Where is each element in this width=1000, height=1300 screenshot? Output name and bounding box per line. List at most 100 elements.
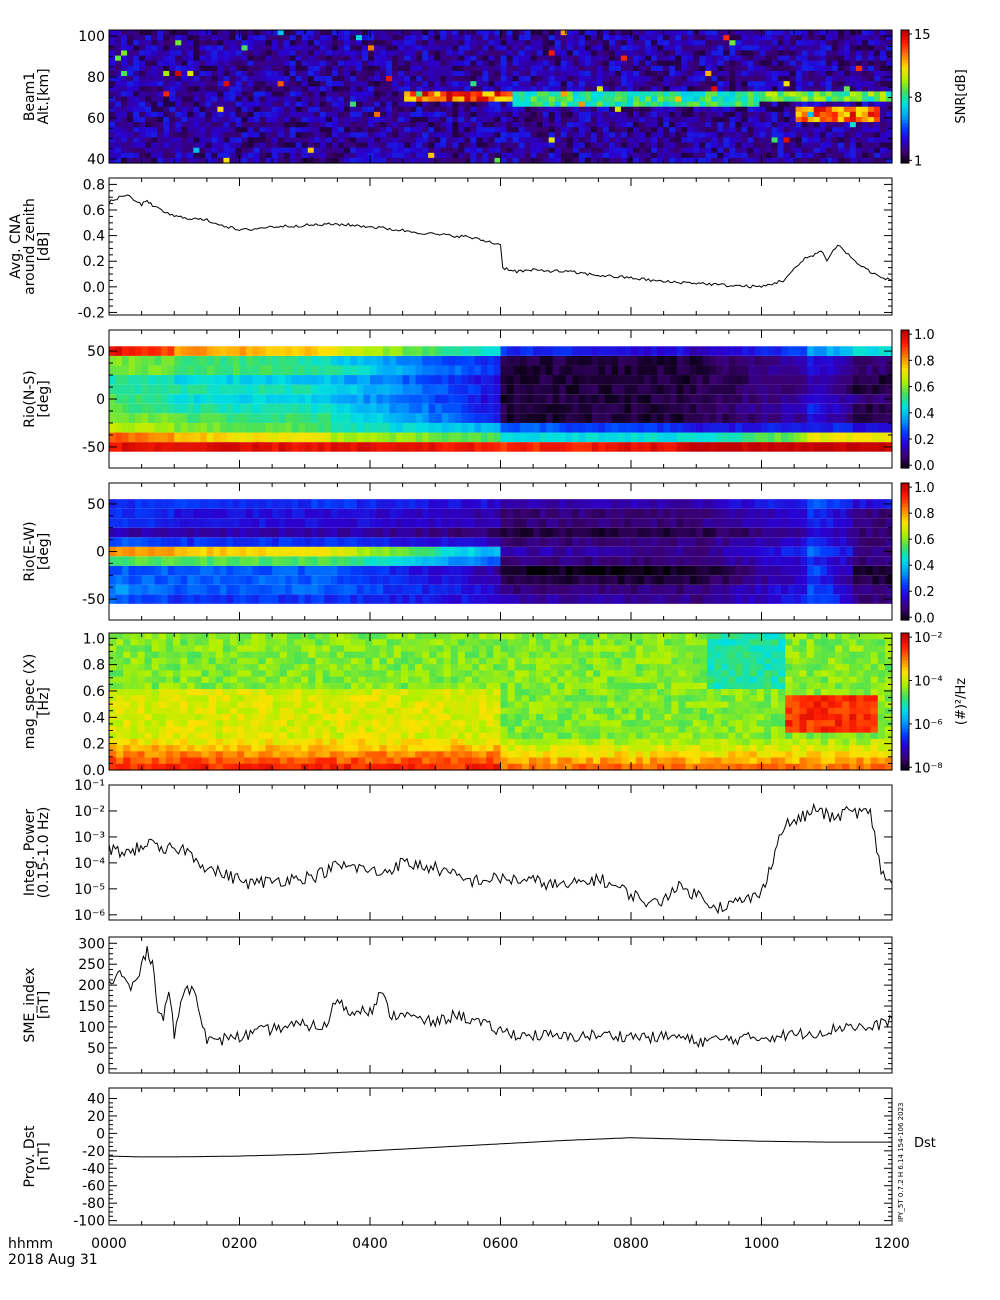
heatmap-cell [566,60,574,67]
heatmap-cell [289,96,297,103]
heatmap-cell [852,355,860,366]
heatmap-cell [494,91,502,98]
heatmap-cell [440,45,447,52]
heatmap-cell [604,432,612,443]
heatmap-cell [846,355,854,366]
heatmap-cell [807,101,815,108]
heatmap-cell [518,91,526,98]
heatmap-cell [141,432,149,443]
heatmap-cell [295,50,303,57]
heatmap-cell [139,147,146,154]
heatmap-cell [441,442,449,452]
heatmap-cell [380,157,387,164]
heatmap-cell [565,384,573,395]
heatmap-cell [559,403,567,414]
heatmap-cell [374,91,381,98]
heatmap-cell [416,60,423,67]
heatmap-cell [253,45,261,52]
heatmap-cell [410,157,417,164]
heatmap-cell [434,127,441,133]
heatmap-cell [759,96,767,103]
heatmap-cell [289,157,297,164]
heatmap-cell [217,142,225,149]
heatmap-cell [461,365,469,376]
heatmap-cell [825,55,833,62]
heatmap-cell [122,403,130,414]
heatmap-cell [584,50,592,57]
heatmap-cell [330,422,338,433]
heatmap-cell [717,65,724,72]
heatmap-cell [226,355,234,366]
heatmap-cell [370,375,378,385]
heatmap-cell [476,116,484,123]
heatmap-cell [608,60,616,67]
heatmap-cell [885,70,893,77]
heatmap-cell [566,137,574,144]
heatmap-cell [500,384,508,395]
heatmap-cell [174,384,182,395]
heatmap-cell [554,60,562,67]
heatmap-cell [837,147,845,154]
heatmap-cell [464,40,471,46]
heatmap-cell [722,413,730,423]
heatmap-cell [753,35,761,41]
heatmap-cell [324,403,332,414]
heatmap-cell [199,142,206,149]
heatmap-cell [319,122,327,128]
heatmap-cell [380,132,387,139]
heatmap-cell [317,442,325,452]
heatmap-cell [663,375,671,385]
heatmap-cell [367,86,375,92]
heatmap-cell [693,76,700,82]
heatmap-cell [434,157,441,164]
heatmap-cell [590,91,598,98]
heatmap-cell [199,106,206,113]
heatmap-cell [506,147,514,154]
heatmap-cell [435,432,443,443]
heatmap-cell [422,65,429,72]
heatmap-cell [337,432,345,443]
heatmap-cell [325,30,333,36]
heatmap-cell [681,30,688,36]
heatmap-cell [552,394,560,404]
heatmap-cell [181,45,188,52]
heatmap-cell [206,384,214,395]
heatmap-cell [650,403,658,414]
heatmap-cell [578,70,586,77]
heatmap-cell [247,106,255,113]
heatmap-cell [711,30,718,36]
heatmap-cell [813,55,821,62]
heatmap-cell [470,152,477,159]
heatmap-cell [291,413,299,423]
heatmap-cell [715,375,723,385]
heatmap-cell [604,394,612,404]
heatmap-cell [193,55,200,62]
heatmap-cell [795,65,803,72]
heatmap-cell [363,355,371,366]
colorbar-segment [901,133,909,137]
heatmap-cell [313,96,321,103]
heatmap-cell [319,60,327,67]
heatmap-cell [637,384,645,395]
heatmap-cell [794,346,802,356]
heatmap-cell [422,142,429,149]
heatmap-cell [458,30,465,36]
heatmap-cell [861,70,869,77]
heatmap-cell [415,394,423,404]
heatmap-cell [670,346,678,356]
heatmap-cell [211,142,219,149]
heatmap-cell [590,35,598,41]
heatmap-cell [181,50,188,57]
heatmap-cell [229,137,237,144]
heatmap-cell [304,432,312,443]
heatmap-cell [753,101,761,108]
heatmap-cell [289,111,297,118]
heatmap-cell [157,81,164,87]
heatmap-cell [374,147,381,154]
heatmap-cell [133,122,140,128]
heatmap-cell [735,365,743,376]
heatmap-cell [396,384,404,395]
heatmap-cell [392,76,399,82]
heatmap-cell [122,432,130,443]
heatmap-cell [226,384,234,395]
